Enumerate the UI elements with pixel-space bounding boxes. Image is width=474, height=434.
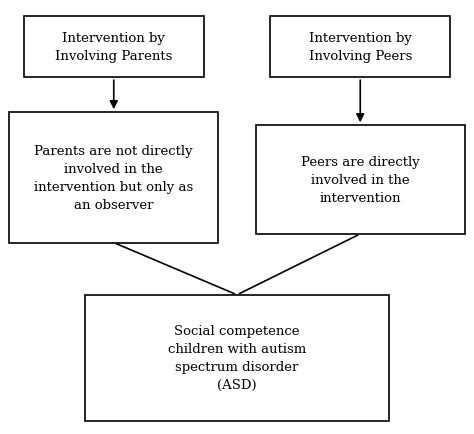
- FancyBboxPatch shape: [270, 17, 450, 78]
- FancyBboxPatch shape: [9, 113, 218, 243]
- FancyBboxPatch shape: [85, 295, 389, 421]
- Text: Intervention by
Involving Peers: Intervention by Involving Peers: [309, 32, 412, 63]
- Text: Peers are directly
involved in the
intervention: Peers are directly involved in the inter…: [301, 156, 419, 204]
- FancyBboxPatch shape: [24, 17, 204, 78]
- Text: Intervention by
Involving Parents: Intervention by Involving Parents: [55, 32, 173, 63]
- Text: Social competence
children with autism
spectrum disorder
(ASD): Social competence children with autism s…: [168, 325, 306, 391]
- Text: Parents are not directly
involved in the
intervention but only as
an observer: Parents are not directly involved in the…: [34, 145, 193, 211]
- FancyBboxPatch shape: [256, 126, 465, 234]
